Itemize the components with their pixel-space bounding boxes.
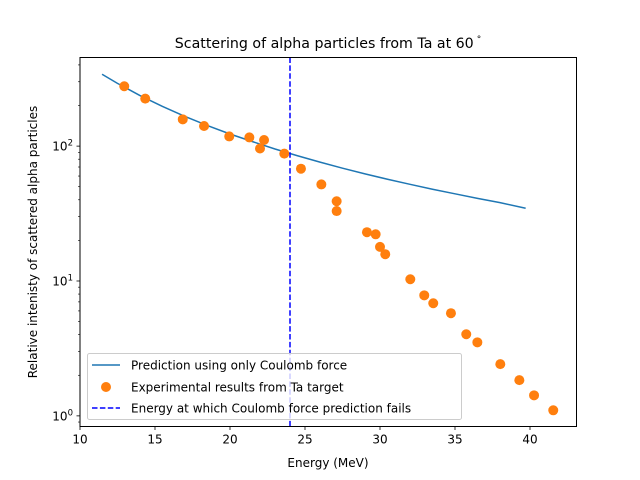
data-point — [529, 390, 540, 401]
axes-frame — [79, 57, 577, 427]
data-point — [199, 120, 210, 131]
data-point — [370, 229, 381, 240]
x-axis: 10 15 20 25 30 35 40 — [72, 426, 538, 447]
data-point — [177, 114, 188, 125]
y-tick-exponent: 0 — [68, 408, 73, 418]
x-tick-label: 20 — [222, 433, 237, 447]
legend-box — [87, 353, 462, 420]
data-point — [361, 227, 372, 238]
legend: Prediction using only Coulomb force Expe… — [87, 353, 462, 420]
legend-label-prediction: Prediction using only Coulomb force — [131, 359, 347, 373]
data-point — [331, 206, 342, 217]
data-point — [380, 249, 391, 260]
data-point — [331, 196, 342, 207]
data-point — [461, 329, 472, 340]
data-point — [375, 241, 385, 252]
x-tick-label: 15 — [147, 433, 162, 447]
data-point — [119, 81, 130, 92]
x-tick-label: 35 — [447, 433, 462, 447]
data-point — [316, 179, 327, 190]
degree-symbol: ° — [477, 35, 482, 45]
x-tick-label: 40 — [522, 433, 537, 447]
data-point — [419, 290, 430, 301]
data-point — [295, 163, 306, 174]
data-point — [548, 405, 559, 416]
y-axis-label: Relative intenisty of scattered alpha pa… — [26, 106, 40, 379]
data-point — [428, 298, 439, 309]
prediction-curve — [101, 73, 526, 210]
x-tick-label: 25 — [297, 433, 312, 447]
y-tick-label: 102 — [52, 139, 73, 154]
data-point — [445, 308, 456, 319]
y-tick-label: 100 — [52, 408, 73, 423]
data-point — [259, 135, 270, 146]
y-tick-exponent: 2 — [68, 139, 73, 149]
data-point — [224, 131, 235, 142]
y-tick-base: 10 — [52, 140, 67, 154]
data-point — [472, 337, 483, 348]
x-tick-label: 30 — [372, 433, 387, 447]
series-layer — [101, 57, 559, 427]
y-tick-base: 10 — [52, 409, 67, 423]
data-point — [495, 359, 506, 370]
legend-label-experimental: Experimental results from Ta target — [131, 381, 344, 395]
experimental-points — [119, 81, 559, 416]
chart-title-text: Scattering of alpha particles from Ta at… — [175, 36, 474, 52]
y-tick-base: 10 — [52, 274, 67, 288]
data-point — [244, 132, 255, 143]
y-tick-exponent: 1 — [68, 273, 73, 283]
chart-title: Scattering of alpha particles from Ta at… — [175, 35, 481, 52]
y-tick-label: 101 — [52, 273, 73, 288]
x-tick-label: 10 — [72, 433, 87, 447]
legend-label-threshold: Energy at which Coulomb force prediction… — [131, 402, 411, 416]
data-point — [255, 143, 265, 154]
data-point — [405, 274, 416, 285]
data-point — [140, 93, 151, 104]
data-point — [514, 375, 525, 386]
x-axis-label: Energy (MeV) — [287, 456, 368, 470]
data-point — [279, 148, 290, 159]
legend-handle-marker — [101, 382, 111, 392]
